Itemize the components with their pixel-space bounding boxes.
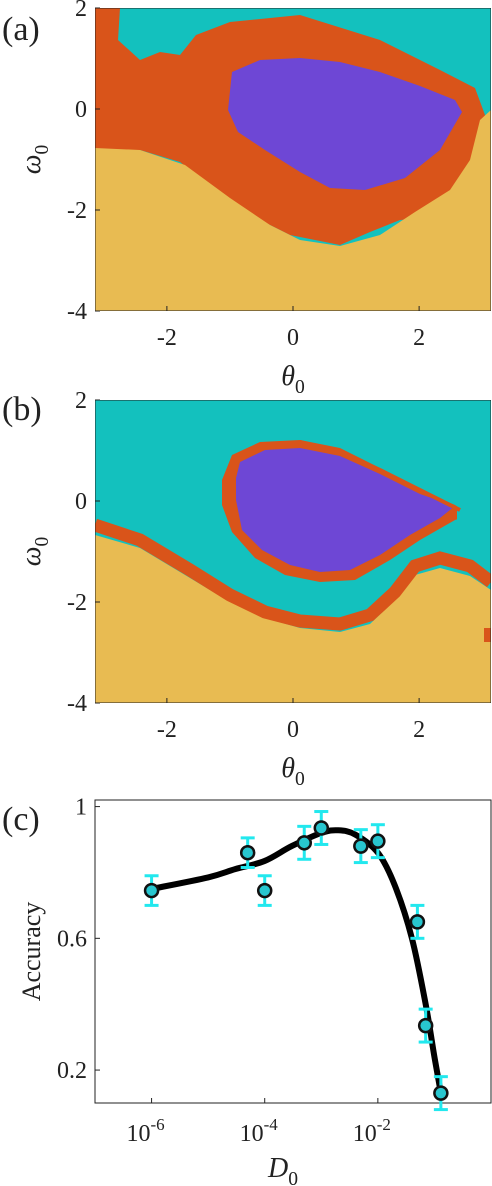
- y-tick-label-a: -2: [67, 198, 87, 224]
- panel-c: 10-6 10-4 10-2 1 0.6 0.2 D0 Accuracy (c): [2, 795, 492, 1186]
- panel-label-a: (a): [2, 11, 40, 48]
- x-tick-label-a: 0: [287, 325, 299, 351]
- x-tick-label-a: -2: [157, 325, 177, 351]
- point-marker: [417, 1017, 434, 1034]
- fit-curve: [148, 827, 444, 1097]
- x-tick-label-b: 0: [287, 717, 299, 743]
- yellow-region-b: [95, 535, 491, 703]
- plot-area-c: [143, 810, 449, 1112]
- data-point: [256, 874, 273, 907]
- x-tick-label-c: 10-4: [240, 1115, 279, 1147]
- y-axis-label-a: ω0: [16, 145, 53, 175]
- panel-b: -2 0 2 2 0 -2 -4 θ0 ω0 (b): [2, 388, 491, 790]
- basin-map-b: [95, 400, 491, 703]
- orange-edge-b: [299, 440, 461, 512]
- data-point: [296, 824, 313, 861]
- y-tick-label-a: -4: [67, 299, 87, 325]
- x-tick-label-a: 2: [413, 325, 425, 351]
- point-marker: [370, 833, 386, 849]
- point-marker: [433, 1085, 449, 1101]
- y-tick-label-c: 1: [75, 795, 87, 821]
- x-tick-label-b: 2: [413, 717, 425, 743]
- point-marker: [353, 838, 369, 854]
- panel-label-c: (c): [2, 801, 40, 838]
- data-point: [353, 828, 369, 865]
- x-axis-label-a: θ0: [281, 361, 305, 398]
- x-tick-label-c: 10-6: [126, 1115, 164, 1147]
- y-tick-label-c: 0.6: [57, 926, 87, 952]
- data-point: [417, 1007, 434, 1044]
- x-tick-label-c: 10-2: [353, 1115, 391, 1147]
- point-marker: [409, 914, 426, 930]
- y-tick-label-b: 0: [75, 489, 87, 515]
- y-tick-label-b: 2: [75, 388, 87, 414]
- y-tick-label-a: 2: [75, 0, 87, 22]
- y-axis-label-b: ω0: [16, 537, 53, 567]
- panel-label-b: (b): [2, 391, 42, 428]
- y-tick-label-b: -2: [67, 590, 87, 616]
- orange-band-b: [95, 518, 491, 631]
- point-marker: [313, 820, 330, 836]
- data-point: [433, 1075, 449, 1112]
- x-axis-label-c: D0: [267, 1153, 298, 1186]
- data-point: [409, 903, 426, 940]
- orange-patch-b: [484, 628, 491, 642]
- data-point: [313, 810, 330, 846]
- point-marker: [256, 882, 273, 899]
- data-point: [239, 836, 256, 870]
- x-axis-label-b: θ0: [281, 753, 305, 790]
- point-marker: [143, 882, 160, 899]
- point-marker: [239, 844, 256, 861]
- x-tick-label-b: -2: [157, 717, 177, 743]
- yellow-region-a: [95, 110, 491, 311]
- purple-region-b: [236, 448, 455, 572]
- axes-b: -2 0 2 2 0 -2 -4 θ0 ω0: [16, 388, 425, 790]
- data-point: [370, 823, 386, 860]
- axes-c: 10-6 10-4 10-2 1 0.6 0.2 D0 Accuracy: [17, 795, 391, 1186]
- panel-a: -2 0 2 2 0 -2 -4 θ0 ω0 (a): [2, 0, 491, 398]
- axes-a: -2 0 2 2 0 -2 -4 θ0 ω0: [16, 0, 425, 398]
- y-tick-label-c: 0.2: [57, 1058, 87, 1084]
- axes-box-c: [94, 799, 492, 1104]
- y-axis-label-c: Accuracy: [17, 902, 46, 1002]
- y-tick-label-a: 0: [75, 97, 87, 123]
- data-point: [143, 874, 160, 907]
- basin-map-a: [95, 8, 491, 311]
- purple-region-a: [228, 58, 462, 190]
- point-marker: [296, 835, 313, 851]
- y-tick-label-b: -4: [67, 691, 87, 717]
- cyan-notch-b: [457, 500, 491, 520]
